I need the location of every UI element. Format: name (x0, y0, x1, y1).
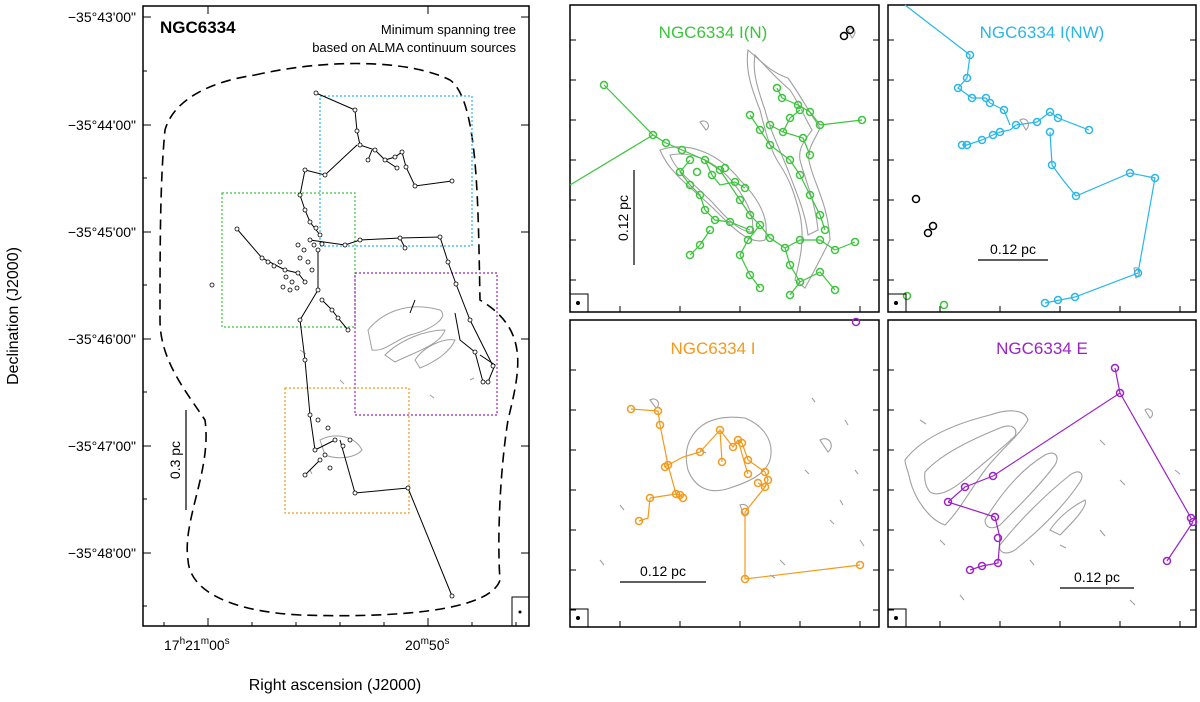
scalebar-e-label: 0.12 pc (1074, 569, 1120, 585)
region-box-e (354, 272, 498, 416)
beam-box-main (511, 596, 530, 627)
subpanel-i-label: NGC6334 I (670, 339, 755, 358)
subpanel-i: NGC6334 I (569, 317, 880, 628)
subpanel-nw-label: NGC6334 I(NW) (980, 23, 1105, 42)
scalebar-nw-label: 0.12 pc (990, 241, 1036, 257)
subpanel-e-label: NGC6334 E (996, 339, 1088, 358)
dec-tick-label: −35°45'00" (68, 224, 136, 240)
main-contours (299, 306, 475, 475)
subtitle-line1: Minimum spanning tree (381, 22, 516, 37)
dec-tick-label: −35°47'00" (68, 438, 136, 454)
region-box-i (284, 387, 410, 514)
subpanel-e: NGC6334 E 0.12 pc (887, 319, 1198, 628)
beam-main (518, 610, 522, 614)
dec-tick-label: −35°43'00" (68, 9, 136, 25)
dec-tick-label: −35°44'00" (68, 117, 136, 133)
coverage-outline (159, 62, 519, 617)
scalebar-n-label: 0.12 pc (615, 195, 631, 241)
x-axis-label: Right ascension (J2000) (249, 677, 422, 694)
dec-tick-label: −35°48'00" (68, 545, 136, 561)
scalebar-main-label: 0.3 pc (167, 441, 183, 479)
region-box-nw (319, 95, 473, 247)
y-axis-label: Declination (J2000) (5, 247, 22, 385)
subpanel-nw: NGC6334 I(NW) (887, 4, 1197, 313)
region-box-n (221, 192, 356, 328)
subpanel-n-label: NGC6334 I(N) (659, 23, 768, 42)
main-panel: −35°43'00" −35°44'00" −35°45'00" −35°46'… (5, 5, 530, 694)
dec-tick-label: −35°46'00" (68, 331, 136, 347)
ra-tick-label: 20m50s (405, 636, 450, 653)
main-spanning-tree (236, 92, 496, 597)
main-tree-nodes (209, 90, 496, 599)
subtitle-line2: based on ALMA continuum sources (312, 40, 516, 55)
page-title: NGC6334 (160, 18, 236, 37)
scalebar-i-label: 0.12 pc (640, 563, 686, 579)
subpanel-n: NGC6334 I(N) (569, 4, 880, 313)
ra-tick-label: 17h21m00s (164, 636, 230, 653)
